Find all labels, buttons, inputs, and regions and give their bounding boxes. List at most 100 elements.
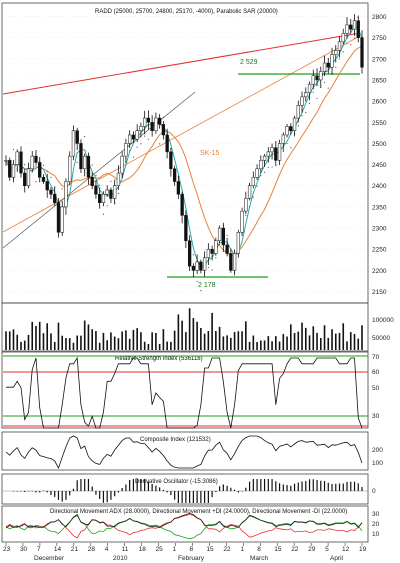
volume-bar [118,338,120,350]
sar-dot [140,143,141,144]
low-level-label: 2 178 [198,282,216,289]
sar-dot [256,186,257,187]
price-bar-body [334,50,337,54]
oscillator-bar [350,482,351,491]
price-bar-body [346,25,349,33]
sar-dot [324,82,325,83]
price-bar-body [237,232,240,253]
price-bar-body [256,169,259,177]
oscillator-bar [62,491,63,502]
price-bar-body [83,156,86,169]
price-bar-body [357,21,360,38]
price-bar-body [286,126,289,134]
volume-tick-50000: 50000 [372,335,390,342]
price-bar-body [207,249,210,257]
rsi-tick-70: 70 [372,354,380,361]
volume-bar [342,323,344,350]
volume-bar [208,331,210,350]
oscillator-bar [178,491,179,503]
volume-bar [241,331,243,350]
volume-bar [99,343,101,350]
oscillator-bar [125,485,126,492]
volume-bar [58,323,60,350]
sar-dot [193,254,194,255]
price-bar-body [293,118,296,131]
price-bar-body [233,253,236,270]
date-tick-label: 25 [156,546,164,553]
volume-bar [114,337,116,350]
volume-bar [297,332,299,350]
volume-bar [196,322,198,350]
price-bar-body [342,33,345,41]
month-label: March [250,555,268,562]
volume-bar [76,336,78,350]
oscillator-bar [95,491,96,495]
sar-dot [298,125,299,126]
price-bar-body [61,207,64,232]
volume-bar [253,336,255,350]
oscillator-bar [39,491,40,492]
oscillator-bar [298,483,299,492]
volume-bar [39,322,41,350]
price-bar-body [140,126,143,130]
sar-dot [174,165,175,166]
sar-dot [301,115,302,116]
month-label: December [34,555,65,562]
volume-bar [163,329,165,350]
sar-dot [144,135,145,136]
oscillator-bar [238,491,239,493]
dmi-title: Directional Movement ADX (28.0000), Dire… [50,509,347,515]
date-tick-label: 1 [240,546,244,553]
sar-dot [95,175,96,176]
volume-bar [346,341,348,350]
sar-dot [107,205,108,206]
volume-bar [305,328,307,350]
volume-bar [361,325,363,350]
volume-bar [316,333,318,350]
sar-dot [159,143,160,144]
month-label: 2010 [113,555,128,562]
oscillator-bar [286,485,287,491]
composite-tick-100: 100 [372,460,383,467]
oscillator-bar [148,482,149,491]
sar-dot [249,206,250,207]
dmi-tick-30: 30 [372,511,380,518]
price-bar-body [121,156,124,173]
volume-bar [95,331,97,350]
price-bar-body [166,135,169,152]
price-bar-body [87,156,90,177]
volume-bar [148,344,150,350]
date-tick-label: 14 [54,546,62,553]
volume-bar [13,329,15,350]
sar-dot [354,37,355,38]
volume-bar [106,340,108,350]
oscillator-bar [17,491,18,492]
price-bar-body [214,241,217,254]
oscillator-bar [335,484,336,491]
oscillator-bar [354,482,355,491]
oscillator-bar [144,479,145,491]
volume-bar [268,336,270,350]
price-bar-body [222,228,225,245]
oscillator-bar [163,490,164,491]
volume-bar [193,318,195,350]
price-bar-body [248,186,251,199]
oscillator-bar [260,479,261,491]
price-bar-body [110,190,113,198]
price-bar-body [177,182,180,195]
sar-dot [110,181,111,182]
date-tick-label: 5 [325,546,329,553]
volume-bar [260,341,262,350]
volume-bar [54,342,56,350]
oscillator-bar [208,491,209,503]
oscillator-bar [271,479,272,491]
oscillator-bar [167,491,168,492]
volume-bar [65,338,67,350]
volume-bar [200,328,202,350]
volume-bar [215,331,217,350]
oscillator-bar [92,487,93,492]
sar-dot [283,151,284,152]
volume-bar [155,333,157,350]
oscillator-bar [133,479,134,491]
